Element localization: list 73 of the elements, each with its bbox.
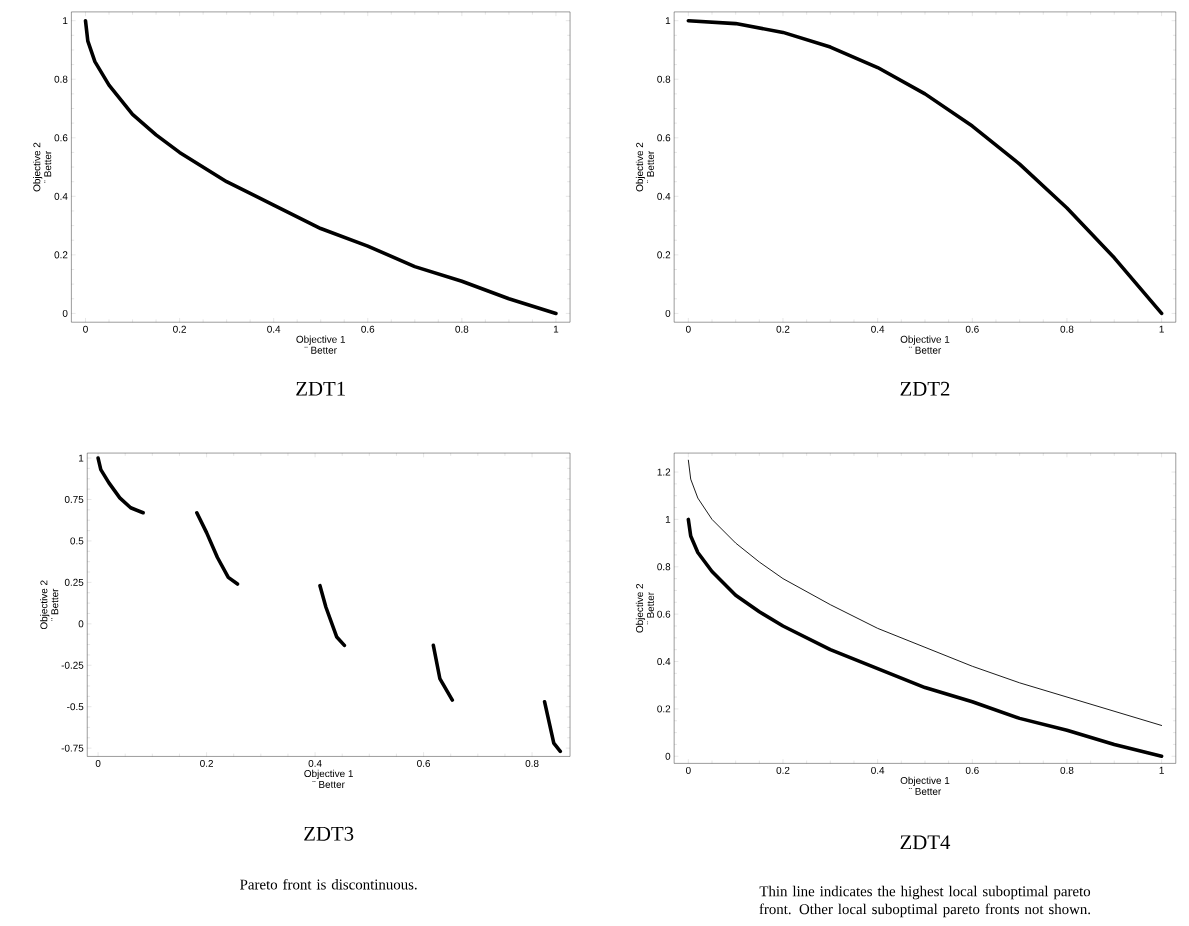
y-tick-label: -0.5 bbox=[67, 703, 84, 711]
y-axis-title: Objective 2 bbox=[635, 583, 646, 633]
text: ¨ Better bbox=[647, 592, 655, 625]
x-tick-label: 0.6 bbox=[965, 325, 979, 333]
text: ¨ Better bbox=[908, 346, 942, 354]
y-tick-label: 0 bbox=[665, 752, 671, 760]
text: ¨ Better bbox=[51, 588, 59, 621]
y-tick-label: 0.25 bbox=[64, 578, 84, 586]
x-tick-label: 0.8 bbox=[1060, 325, 1074, 333]
y-tick-label: 1 bbox=[78, 454, 84, 462]
x-tick-label: 0.6 bbox=[417, 759, 431, 767]
text: ZDT2 bbox=[900, 381, 950, 396]
line-series bbox=[686, 18, 1164, 316]
x-tick-label: 0 bbox=[685, 766, 691, 774]
text: Pareto front is discontinuous. bbox=[240, 878, 417, 890]
x-tick-label: 0.2 bbox=[776, 325, 790, 333]
x-tick-label: 0.2 bbox=[173, 325, 186, 333]
y-tick-label: 1.2 bbox=[657, 468, 671, 476]
x-tick-label: 0.6 bbox=[965, 766, 979, 774]
y-tick-label: -0.75 bbox=[61, 744, 84, 752]
y-tick-label: 0.8 bbox=[54, 75, 68, 83]
text: ¨ Better bbox=[304, 346, 337, 354]
x-tick-label: 0.2 bbox=[200, 759, 213, 767]
x-axis-title: Objective 1 bbox=[900, 776, 950, 786]
text: ZDT3 bbox=[304, 826, 354, 841]
x-tick-label: 0 bbox=[685, 325, 691, 333]
y-tick-label: 0.2 bbox=[657, 251, 671, 259]
y-tick-label: 1 bbox=[63, 17, 68, 25]
x-tick-label: 0.6 bbox=[361, 325, 375, 333]
text: Thin line indicates the highest local suboptimal pareto front. Other local suboptimal pareto fronts not shown. bbox=[759, 885, 1091, 918]
y-tick-label: 0.2 bbox=[54, 251, 68, 259]
y-tick-label: 0.6 bbox=[54, 134, 68, 142]
x-tick-label: 1 bbox=[553, 325, 559, 333]
y-tick-label: 0.75 bbox=[64, 496, 84, 504]
x-axis-title: Objective 1 bbox=[296, 335, 346, 345]
y-axis-title: Objective 2 bbox=[635, 142, 646, 192]
y-tick-label: -0.25 bbox=[61, 661, 84, 669]
text: ZDT4 bbox=[900, 835, 951, 850]
x-tick-label: 1 bbox=[1159, 766, 1164, 774]
x-tick-label: 0 bbox=[95, 759, 101, 767]
y-tick-label: 0.4 bbox=[54, 192, 68, 200]
y-tick-label: 0.8 bbox=[657, 75, 671, 83]
x-tick-label: 0.4 bbox=[308, 759, 322, 767]
y-tick-label: 0.6 bbox=[657, 610, 671, 618]
y-axis-title: Objective 2 bbox=[40, 580, 50, 630]
x-tick-label: 0.8 bbox=[455, 325, 469, 333]
y-tick-label: 0.8 bbox=[657, 563, 671, 571]
x-tick-label: 1 bbox=[1159, 325, 1164, 333]
y-tick-label: 0.4 bbox=[657, 192, 671, 200]
x-tick-label: 0.4 bbox=[871, 325, 885, 333]
x-tick-label: 0.2 bbox=[776, 766, 790, 774]
text: ¨ Better bbox=[647, 150, 655, 184]
text: ZDT1 bbox=[296, 381, 345, 396]
y-tick-label: 0.5 bbox=[70, 537, 84, 545]
y-tick-label: 0.2 bbox=[657, 705, 671, 713]
y-tick-label: 0.4 bbox=[657, 658, 671, 666]
x-tick-label: 0.8 bbox=[1060, 766, 1074, 774]
text: ¨ Better bbox=[44, 150, 52, 184]
x-tick-label: 0.4 bbox=[267, 325, 281, 333]
y-tick-label: 0.6 bbox=[657, 134, 671, 142]
x-tick-label: 0.8 bbox=[525, 759, 539, 767]
y-tick-label: 1 bbox=[665, 17, 671, 25]
y-axis-title: Objective 2 bbox=[33, 142, 43, 192]
x-axis-title: Objective 1 bbox=[304, 769, 353, 780]
text: ¨ Better bbox=[312, 781, 345, 788]
x-axis-title: Objective 1 bbox=[900, 335, 950, 345]
line-series bbox=[83, 18, 558, 316]
y-tick-label: 1 bbox=[665, 515, 671, 523]
text: ¨ Better bbox=[908, 788, 942, 795]
y-tick-label: 0 bbox=[665, 309, 671, 317]
x-tick-label: 0.4 bbox=[871, 766, 885, 774]
y-tick-label: 0 bbox=[78, 620, 84, 628]
y-tick-label: 0 bbox=[62, 309, 68, 317]
